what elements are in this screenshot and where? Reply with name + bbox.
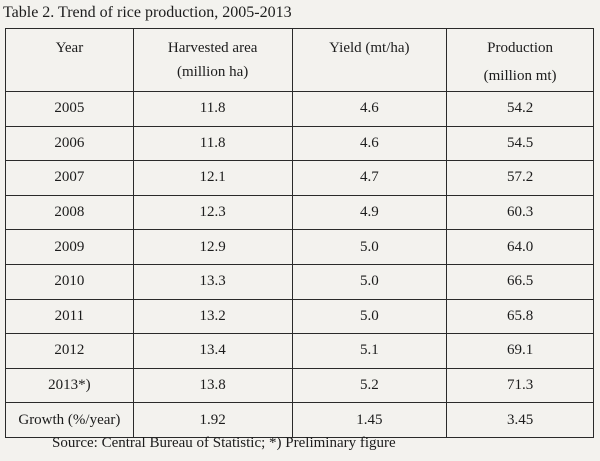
cell-year: 2006: [5, 125, 134, 162]
header-year-label: Year: [55, 40, 84, 56]
cell-harvested-area: 11.8: [132, 91, 293, 127]
cell-yield: 5.0: [291, 229, 448, 265]
header-harvested-area-unit: (million ha): [177, 64, 249, 80]
cell-production: 65.8: [446, 298, 594, 335]
cell-year: 2012: [5, 333, 134, 369]
cell-yield: 4.9: [291, 194, 448, 231]
cell-harvested-area: 13.3: [132, 263, 293, 300]
table-row: 2005 11.8 4.6 54.2: [5, 91, 594, 127]
cell-production-growth: 3.45: [446, 402, 594, 438]
cell-year: 2005: [5, 91, 134, 127]
header-yield-label: Yield (mt/ha): [329, 40, 410, 56]
cell-harvested-area: 13.4: [132, 333, 293, 369]
cell-yield: 5.1: [291, 333, 448, 369]
table-row: 2010 13.3 5.0 66.5: [5, 263, 594, 300]
table-caption: Table 2. Trend of rice production, 2005-…: [3, 4, 292, 21]
header-production: Production (million mt): [446, 28, 594, 92]
header-row: Year Harvested area (million ha) Yield (…: [5, 28, 594, 92]
cell-yield: 5.2: [291, 367, 448, 404]
header-production-label: Production: [487, 40, 554, 56]
cell-production: 57.2: [446, 160, 594, 196]
cell-production: 71.3: [446, 367, 594, 404]
cell-production: 60.3: [446, 194, 594, 231]
table-row: 2011 13.2 5.0 65.8: [5, 298, 594, 335]
cell-year: 2009: [5, 229, 134, 265]
header-production-unit: (million mt): [483, 68, 557, 84]
cell-harvested-area: 13.8: [132, 367, 293, 404]
cell-harvested-area: 11.8: [132, 125, 293, 162]
cell-yield: 4.6: [291, 125, 448, 162]
rice-production-table: Year Harvested area (million ha) Yield (…: [5, 28, 594, 438]
table-row: 2006 11.8 4.6 54.5: [5, 125, 594, 162]
cell-production: 69.1: [446, 333, 594, 369]
table-row: 2013*) 13.8 5.2 71.3: [5, 367, 594, 404]
cell-production: 66.5: [446, 263, 594, 300]
cell-harvested-area: 12.9: [132, 229, 293, 265]
cell-yield: 5.0: [291, 298, 448, 335]
table-row: 2009 12.9 5.0 64.0: [5, 229, 594, 265]
cell-harvested-area: 12.1: [132, 160, 293, 196]
cell-harvested-area-growth: 1.92: [132, 402, 293, 438]
table-row: 2008 12.3 4.9 60.3: [5, 194, 594, 231]
cell-year: 2010: [5, 263, 134, 300]
header-year: Year: [5, 28, 134, 92]
cell-production: 54.5: [446, 125, 594, 162]
cell-year: 2011: [5, 298, 134, 335]
cell-yield: 4.6: [291, 91, 448, 127]
header-yield: Yield (mt/ha): [291, 28, 448, 92]
table-row: 2007 12.1 4.7 57.2: [5, 160, 594, 196]
cell-yield: 4.7: [291, 160, 448, 196]
cell-yield: 5.0: [291, 263, 448, 300]
cell-year: 2013*): [5, 367, 134, 404]
table-row: 2012 13.4 5.1 69.1: [5, 333, 594, 369]
cell-year: 2008: [5, 194, 134, 231]
header-harvested-area: Harvested area (million ha): [132, 28, 293, 92]
cell-production: 64.0: [446, 229, 594, 265]
cell-growth-label: Growth (%/year): [5, 402, 134, 438]
cell-harvested-area: 12.3: [132, 194, 293, 231]
cell-production: 54.2: [446, 91, 594, 127]
cell-year: 2007: [5, 160, 134, 196]
cell-harvested-area: 13.2: [132, 298, 293, 335]
header-harvested-area-label: Harvested area: [167, 40, 258, 56]
source-note: Source: Central Bureau of Statistic; *) …: [52, 435, 396, 451]
growth-row: Growth (%/year) 1.92 1.45 3.45: [5, 402, 594, 438]
